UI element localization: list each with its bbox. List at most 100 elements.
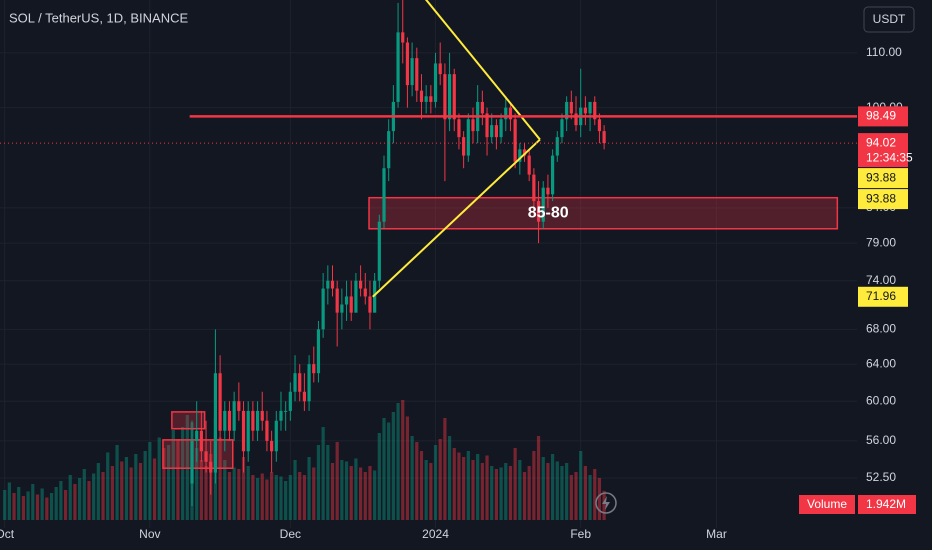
candle-body [447, 74, 452, 120]
volume-bar [602, 490, 606, 520]
volume-bar [457, 452, 461, 520]
volume-bar [96, 463, 100, 520]
candle-body [424, 96, 428, 102]
volume-bar [541, 457, 545, 520]
price-label-box [858, 106, 908, 127]
candle-body [410, 58, 414, 86]
volume-bar [49, 493, 54, 520]
candle-body [358, 280, 363, 289]
currency-label[interactable]: USDT [873, 12, 906, 26]
x-tick-label: Oct [0, 527, 15, 541]
candle-body [546, 187, 550, 195]
volume-bar [532, 451, 536, 520]
candle-body [330, 280, 335, 289]
lightning-icon[interactable] [595, 492, 617, 514]
volume-bar [429, 463, 433, 520]
volume-bar [419, 451, 424, 520]
candle-body [270, 440, 274, 452]
volume-bar [101, 472, 105, 520]
volume-bar [87, 481, 91, 520]
volume-bar [129, 467, 133, 520]
volume-bar [251, 475, 255, 520]
candle-body [279, 410, 283, 421]
candle-body [288, 391, 292, 411]
candle-body [504, 107, 508, 120]
candle-body [274, 420, 278, 452]
x-tick-label: Mar [706, 527, 727, 541]
volume-bar [476, 454, 480, 520]
volume-bar [26, 491, 30, 520]
y-tick-label: 60.00 [866, 393, 896, 407]
candle-body [227, 410, 232, 431]
volume-bar [59, 481, 63, 520]
candle-body [415, 58, 419, 91]
volume-bar [499, 467, 503, 520]
volume-bar [593, 469, 597, 520]
volume-bar [312, 467, 316, 520]
volume-bar [340, 460, 344, 520]
candle-body [312, 364, 316, 374]
candle-body [255, 410, 260, 431]
candle-body [433, 63, 438, 102]
x-tick-label: Feb [570, 527, 591, 541]
volume-bar [293, 460, 297, 520]
volume-bar [82, 469, 86, 520]
candle-body [574, 113, 578, 126]
candle-body [316, 329, 321, 374]
volume-bar [373, 470, 377, 520]
volume-bar [17, 487, 21, 520]
candle-body [551, 155, 555, 195]
price-label-box [858, 133, 908, 168]
volume-bar [391, 412, 395, 520]
volume-bar [396, 403, 400, 520]
volume-bar [199, 460, 203, 520]
volume-bar [504, 463, 508, 520]
candle-body [302, 391, 306, 402]
volume-bar [522, 472, 527, 520]
price-label: 93.88 [866, 170, 896, 184]
candle-body [241, 410, 246, 452]
volume-bar [284, 481, 288, 520]
currency-button[interactable] [863, 6, 915, 33]
candle-body [401, 32, 405, 43]
volume-bar [143, 451, 147, 520]
volume-bar [452, 448, 456, 520]
candle-body [307, 364, 311, 402]
candle-body [223, 410, 227, 431]
price-label: 71.96 [866, 289, 896, 303]
candle-body [527, 155, 531, 175]
volume-pane [3, 400, 606, 520]
candle-body [565, 101, 569, 120]
candle-body [593, 101, 597, 120]
volume-bar [321, 427, 325, 520]
volume-bar [447, 436, 452, 520]
volume-bar [279, 476, 283, 520]
volume-bar [176, 439, 180, 520]
volume-name-box [799, 495, 855, 514]
volume-bar [401, 400, 405, 520]
volume-bar [443, 418, 447, 520]
volume-bar [597, 478, 602, 520]
volume-name: Volume [807, 497, 847, 511]
price-label: 98.49 [866, 109, 896, 123]
y-tick-label: 64.00 [866, 356, 896, 370]
candle-body [508, 107, 513, 120]
volume-bar [63, 490, 68, 520]
candle-body [344, 296, 349, 305]
volume-bar [232, 467, 236, 520]
x-tick-label: 2024 [422, 527, 449, 541]
candle-body [480, 101, 484, 114]
candle-body [377, 221, 381, 281]
volume-bar [237, 469, 241, 520]
candle-body [405, 42, 410, 86]
volume-bar [555, 461, 559, 520]
candle-body [396, 32, 400, 102]
countdown: 12:34:35 [866, 150, 913, 164]
volume-bar [551, 454, 555, 520]
volume-bar [35, 494, 40, 520]
price-label-box [858, 286, 908, 307]
volume-bar [181, 427, 185, 520]
lightning-glyph [602, 496, 610, 510]
volume-bar [106, 452, 110, 520]
candle-body [443, 74, 447, 120]
